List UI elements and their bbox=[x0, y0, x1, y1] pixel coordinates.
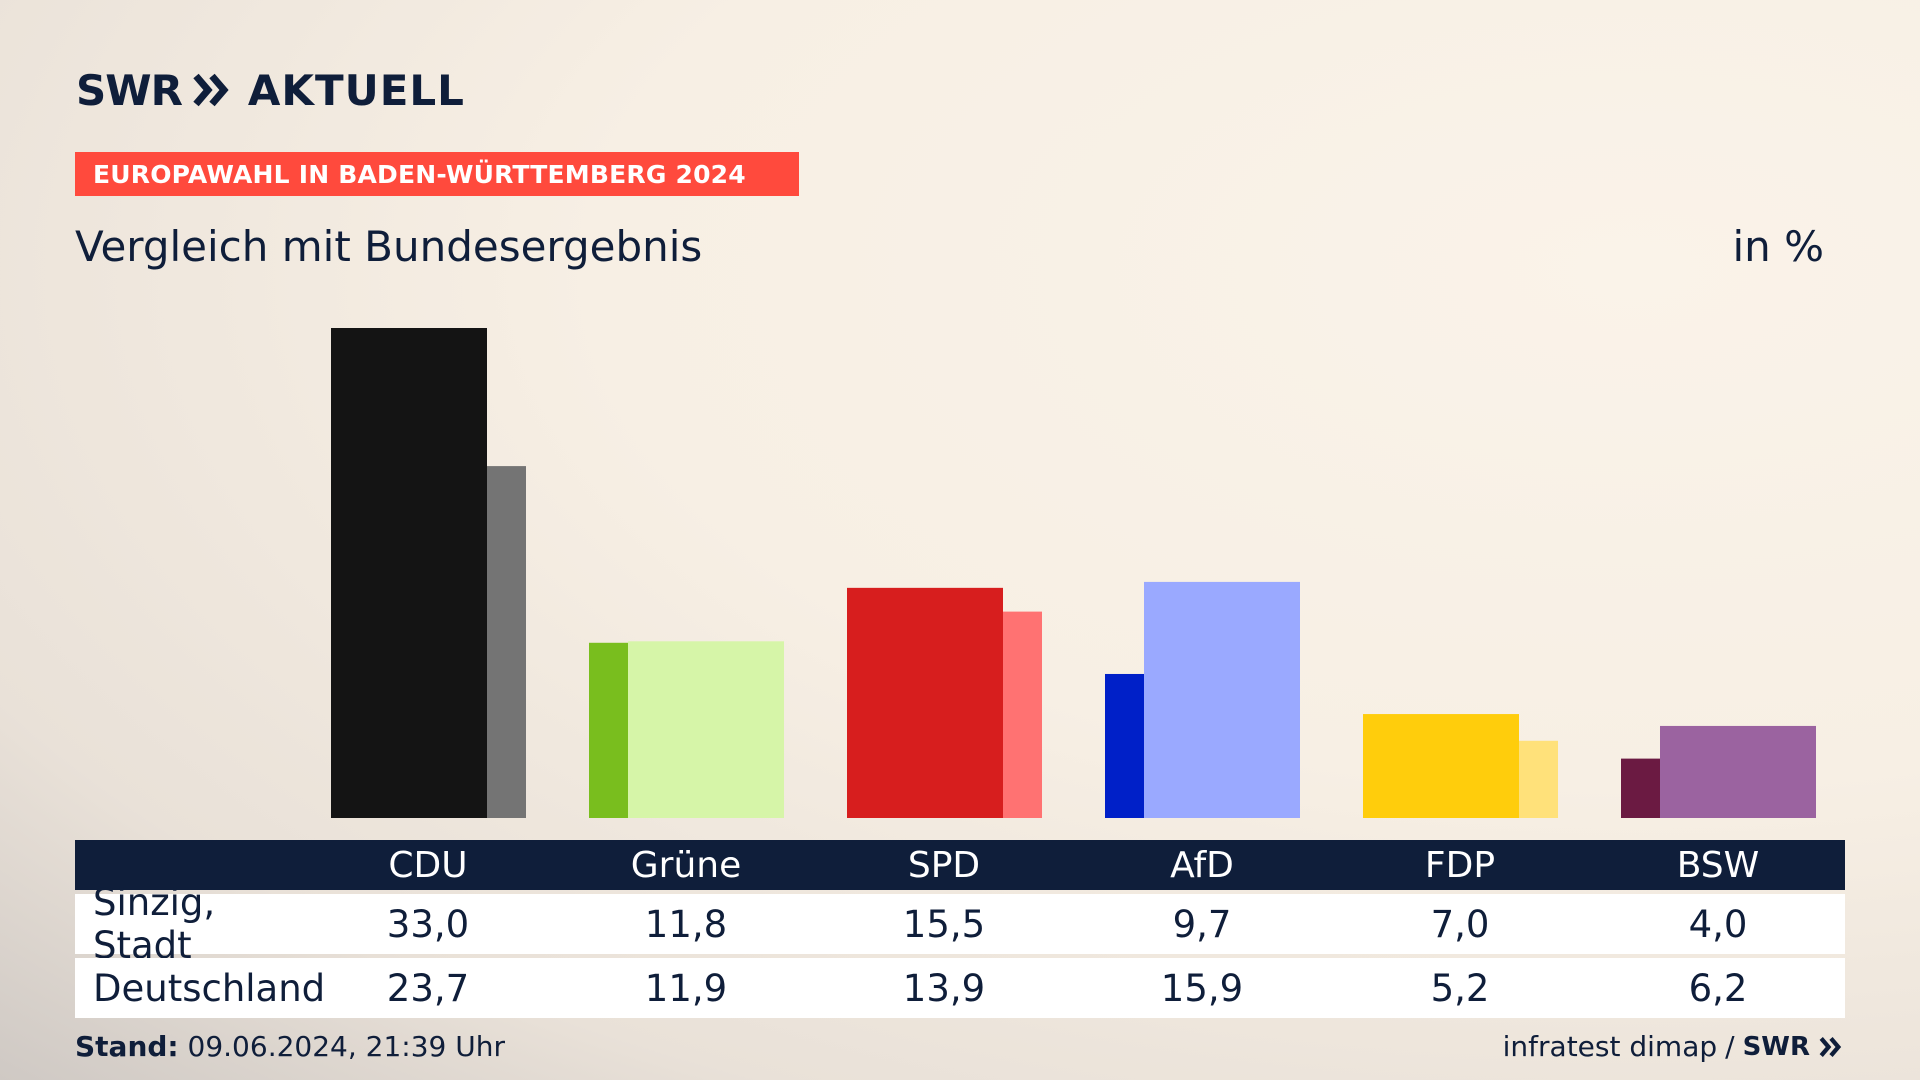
table-cell-local-0: 33,0 bbox=[386, 902, 470, 946]
column-header-0: CDU bbox=[388, 844, 468, 886]
table-cell-local-5: 4,0 bbox=[1688, 902, 1748, 946]
stand-value: 09.06.2024, 21:39 Uhr bbox=[187, 1030, 505, 1063]
bar-chart bbox=[331, 328, 1816, 818]
table-cell-local-1: 11,8 bbox=[644, 902, 728, 946]
row-label-local: Sinzig, Stadt bbox=[93, 881, 216, 967]
bar-national-grüne bbox=[628, 641, 784, 818]
timestamp: Stand: 09.06.2024, 21:39 Uhr bbox=[75, 1030, 505, 1063]
table-cell-national-3: 15,9 bbox=[1160, 966, 1244, 1010]
bar-local-fdp bbox=[1363, 714, 1519, 818]
source-credit: infratest dimap / SWR bbox=[1503, 1030, 1844, 1063]
source-logo-text: SWR bbox=[1742, 1031, 1810, 1062]
bar-local-cdu bbox=[331, 328, 487, 818]
results-table: CDU Grüne SPD AfD FDP BSW Sinzig, Stadt 33,0 1… bbox=[75, 840, 1845, 1018]
chevron-right-icon bbox=[1819, 1036, 1842, 1057]
table-cell-local-4: 7,0 bbox=[1430, 902, 1490, 946]
unit-label: in % bbox=[1732, 222, 1824, 271]
table-cell-national-5: 6,2 bbox=[1688, 966, 1748, 1010]
bar-national-afd bbox=[1144, 581, 1300, 818]
election-banner: EUROPAWAHL IN BADEN-WÜRTTEMBERG 2024 bbox=[75, 152, 799, 196]
column-header-4: FDP bbox=[1424, 844, 1496, 886]
logo-aktuell-text: AKTUELL bbox=[247, 65, 465, 115]
bar-national-bsw bbox=[1660, 725, 1816, 818]
source-text: infratest dimap bbox=[1502, 1030, 1718, 1063]
source-separator: / bbox=[1725, 1030, 1735, 1063]
logo-swr-text: SWR bbox=[76, 65, 183, 115]
column-header-2: SPD bbox=[907, 844, 981, 886]
column-header-1: Grüne bbox=[630, 844, 742, 886]
table-cell-national-0: 23,7 bbox=[386, 966, 470, 1010]
table-cell-local-3: 9,7 bbox=[1172, 902, 1232, 946]
table-cell-national-4: 5,2 bbox=[1430, 966, 1490, 1010]
swr-aktuell-logo: SWR AKTUELL bbox=[76, 65, 465, 115]
column-header-3: AfD bbox=[1170, 844, 1234, 886]
table-cell-local-2: 15,5 bbox=[902, 902, 986, 946]
chart-subtitle: Vergleich mit Bundesergebnis bbox=[75, 222, 703, 271]
table-cell-national-2: 13,9 bbox=[902, 966, 986, 1010]
chevron-right-icon bbox=[193, 73, 229, 107]
bar-local-spd bbox=[847, 587, 1003, 818]
stand-label: Stand: bbox=[75, 1030, 179, 1063]
table-header-row: CDU Grüne SPD AfD FDP BSW bbox=[75, 840, 1845, 890]
row-label-national: Deutschland bbox=[93, 966, 326, 1010]
table-cell-national-1: 11,9 bbox=[644, 966, 728, 1010]
table-row-national: Deutschland 23,7 11,9 13,9 15,9 5,2 6,2 bbox=[75, 958, 1845, 1018]
table-row-local: Sinzig, Stadt 33,0 11,8 15,5 9,7 7,0 4,0 bbox=[75, 881, 1845, 967]
column-header-5: BSW bbox=[1676, 844, 1760, 886]
